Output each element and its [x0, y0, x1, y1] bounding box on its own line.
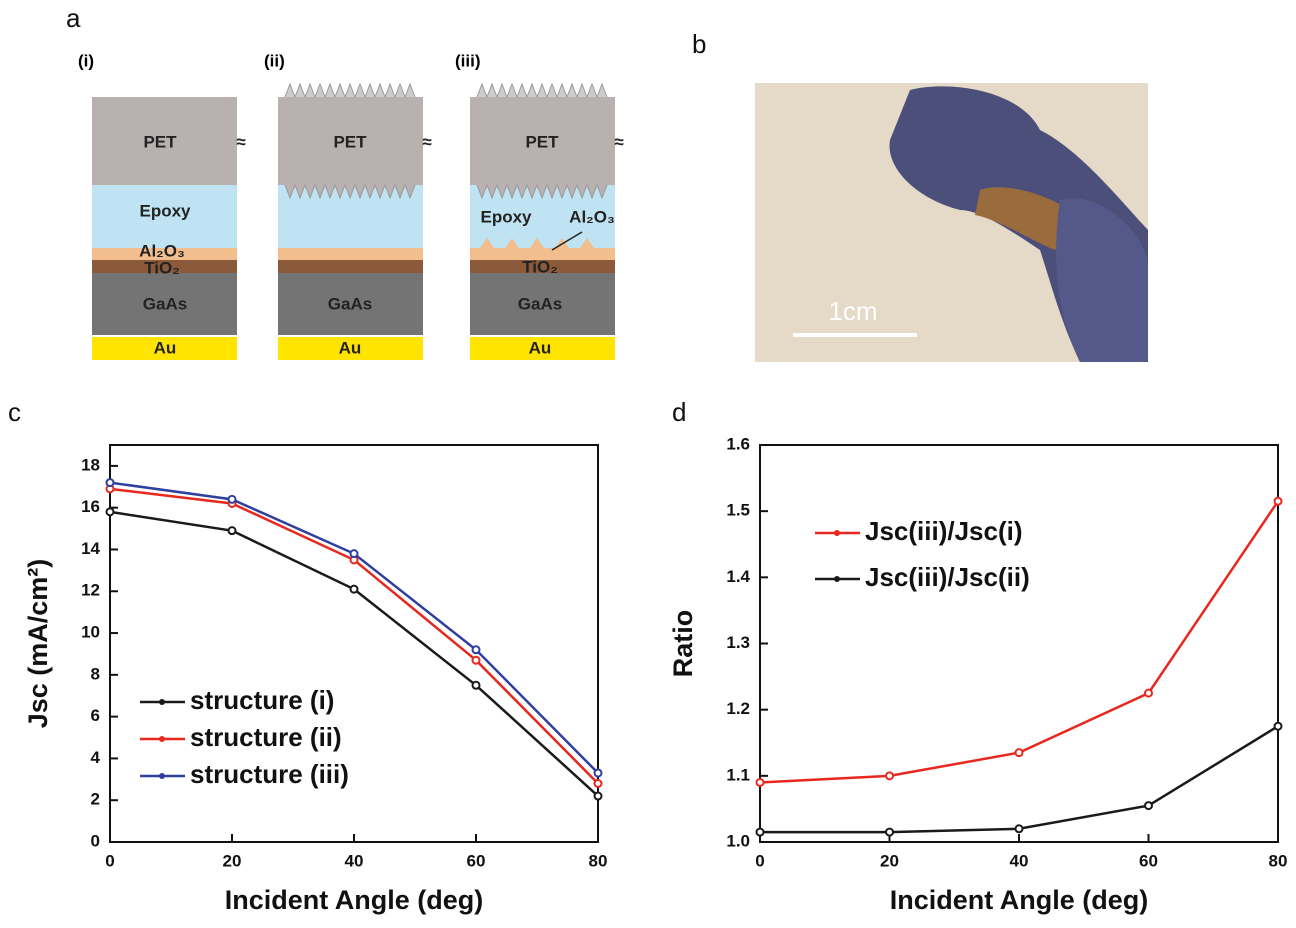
legend-label: structure (i)	[190, 685, 334, 715]
layer-tio2	[278, 260, 423, 273]
stack-i: (i) PET ≈ Epoxy Al₂O₃ TiO₂ GaAs Au	[78, 51, 246, 360]
data-point	[595, 770, 602, 777]
data-point	[1016, 749, 1023, 756]
legend-marker	[159, 736, 165, 742]
y-tick-label: 12	[81, 581, 100, 600]
layer-label: Al₂O₃	[569, 207, 615, 226]
panel-label: a	[66, 3, 81, 33]
stack-label: (i)	[78, 51, 94, 70]
y-tick-label: 1.3	[726, 633, 750, 652]
data-point	[107, 508, 114, 515]
plot-frame	[760, 445, 1278, 842]
stack-ii: (ii) PET ≈ GaAs Au	[264, 51, 432, 360]
y-tick-label: 2	[91, 790, 100, 809]
y-axis-title: Jsc (mA/cm²)	[23, 559, 53, 729]
data-point	[229, 496, 236, 503]
stack-label: (ii)	[264, 51, 285, 70]
legend-marker	[834, 576, 840, 582]
layer-label: Au	[154, 338, 177, 357]
y-tick-label: 8	[91, 664, 100, 683]
data-point	[229, 527, 236, 534]
figure: a b c d (i) PET ≈ Epoxy Al₂O₃ TiO₂ GaAs …	[0, 0, 1296, 923]
data-point	[1145, 802, 1152, 809]
y-tick-label: 14	[81, 539, 100, 558]
photo: 1cm	[755, 83, 1148, 362]
x-tick-label: 80	[1269, 851, 1288, 870]
layer-al2o3	[278, 248, 423, 260]
y-tick-label: 1.5	[726, 501, 750, 520]
y-tick-label: 1.6	[726, 434, 750, 453]
legend-marker	[834, 530, 840, 536]
layer-label: GaAs	[143, 294, 187, 313]
legend-label: Jsc(iii)/Jsc(ii)	[865, 562, 1030, 592]
x-tick-label: 60	[467, 851, 486, 870]
data-point	[886, 829, 893, 836]
texture	[285, 84, 415, 97]
layer-label: GaAs	[328, 294, 372, 313]
panel-label: b	[692, 29, 706, 59]
x-tick-label: 40	[345, 851, 364, 870]
data-point	[757, 829, 764, 836]
data-point	[1275, 498, 1282, 505]
legend-label: structure (ii)	[190, 722, 342, 752]
texture	[477, 84, 607, 97]
data-point	[351, 550, 358, 557]
x-axis-title: Incident Angle (deg)	[225, 885, 484, 915]
data-point	[1016, 825, 1023, 832]
y-tick-label: 1.4	[726, 567, 750, 586]
data-point	[595, 793, 602, 800]
data-point	[473, 682, 480, 689]
data-point	[473, 646, 480, 653]
y-tick-label: 0	[91, 831, 100, 850]
break-mark: ≈	[422, 132, 431, 151]
x-tick-label: 0	[105, 851, 114, 870]
data-point	[886, 772, 893, 779]
layer-label: PET	[143, 132, 177, 151]
layer-label: GaAs	[518, 294, 562, 313]
layer-label: Au	[339, 338, 362, 357]
legend-marker	[159, 699, 165, 705]
data-point	[595, 780, 602, 787]
x-tick-label: 40	[1010, 851, 1029, 870]
data-point	[351, 586, 358, 593]
y-tick-label: 1.1	[726, 765, 750, 784]
scale-label: 1cm	[828, 296, 877, 326]
layer-label: Au	[529, 338, 552, 357]
plot-frame	[110, 445, 598, 842]
x-tick-label: 0	[755, 851, 764, 870]
y-tick-label: 16	[81, 497, 100, 516]
y-tick-label: 6	[91, 706, 100, 725]
data-point	[757, 779, 764, 786]
layer-label: Epoxy	[139, 201, 191, 220]
legend-label: structure (iii)	[190, 759, 349, 789]
layer-label: PET	[525, 132, 559, 151]
legend-label: Jsc(iii)/Jsc(i)	[865, 516, 1023, 546]
layer-label: TiO₂	[144, 258, 180, 277]
y-axis-title: Ratio	[668, 610, 698, 678]
data-point	[107, 479, 114, 486]
panel-label: d	[672, 397, 686, 427]
panel-label: c	[8, 397, 21, 427]
layer-label: TiO₂	[522, 257, 558, 276]
y-tick-label: 4	[91, 748, 101, 767]
y-tick-label: 1.0	[726, 831, 750, 850]
y-tick-label: 10	[81, 623, 100, 642]
break-mark: ≈	[236, 132, 245, 151]
x-tick-label: 20	[223, 851, 242, 870]
stack-label: (iii)	[455, 51, 481, 70]
stack-iii: (iii) PET ≈ Epoxy Al₂O₃ TiO₂ GaAs Au	[455, 51, 624, 360]
break-mark: ≈	[614, 132, 623, 151]
x-tick-label: 60	[1139, 851, 1158, 870]
data-point	[1145, 690, 1152, 697]
x-tick-label: 20	[880, 851, 899, 870]
data-point	[1275, 723, 1282, 730]
layer-label: Epoxy	[480, 207, 532, 226]
data-point	[473, 657, 480, 664]
x-tick-label: 80	[589, 851, 608, 870]
layer-label: PET	[333, 132, 367, 151]
y-tick-label: 18	[81, 455, 100, 474]
legend-marker	[159, 773, 165, 779]
x-axis-title: Incident Angle (deg)	[890, 885, 1149, 915]
y-tick-label: 1.2	[726, 699, 750, 718]
